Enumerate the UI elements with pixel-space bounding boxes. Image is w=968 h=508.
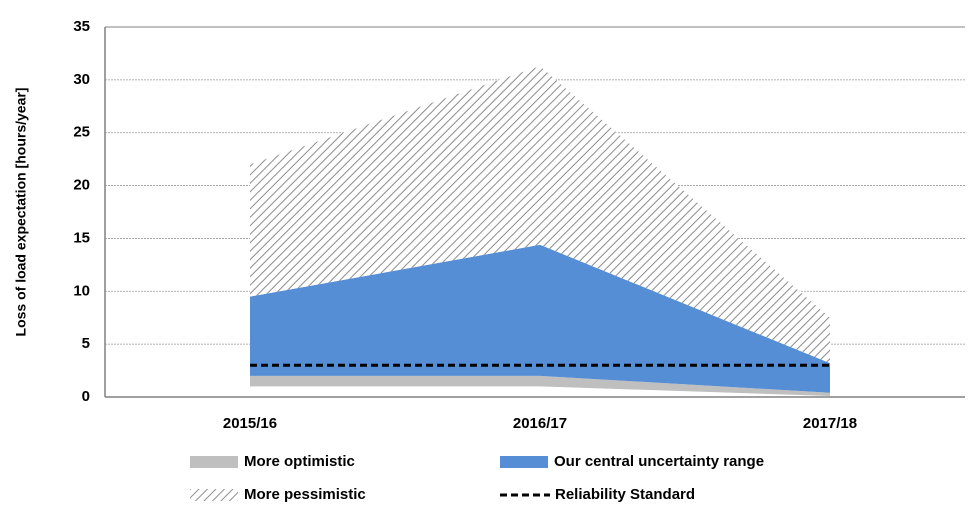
y-tick-label: 25	[73, 124, 90, 141]
y-tick-label: 0	[82, 388, 90, 405]
x-tick-label: 2017/18	[803, 415, 857, 432]
legend-swatch	[500, 456, 548, 468]
y-tick-label: 20	[73, 177, 90, 194]
legend-label: More optimistic	[244, 453, 355, 470]
legend-swatch	[190, 489, 238, 501]
area	[250, 375, 830, 396]
legend-swatch	[190, 456, 238, 468]
legend-label: Our central uncertainty range	[554, 453, 764, 470]
area	[250, 244, 830, 393]
y-tick-label: 30	[73, 71, 90, 88]
legend-label: Reliability Standard	[555, 486, 695, 503]
y-tick-label: 10	[73, 282, 90, 299]
x-tick-label: 2016/17	[513, 415, 567, 432]
y-tick-label: 15	[73, 229, 90, 246]
legend-label: More pessimistic	[244, 486, 366, 503]
y-axis-label: Loss of load expectation [hours/year]	[13, 88, 29, 337]
y-tick-label: 35	[73, 18, 90, 35]
y-tick-label: 5	[82, 335, 90, 352]
area	[250, 66, 830, 364]
x-tick-label: 2015/16	[223, 415, 277, 432]
